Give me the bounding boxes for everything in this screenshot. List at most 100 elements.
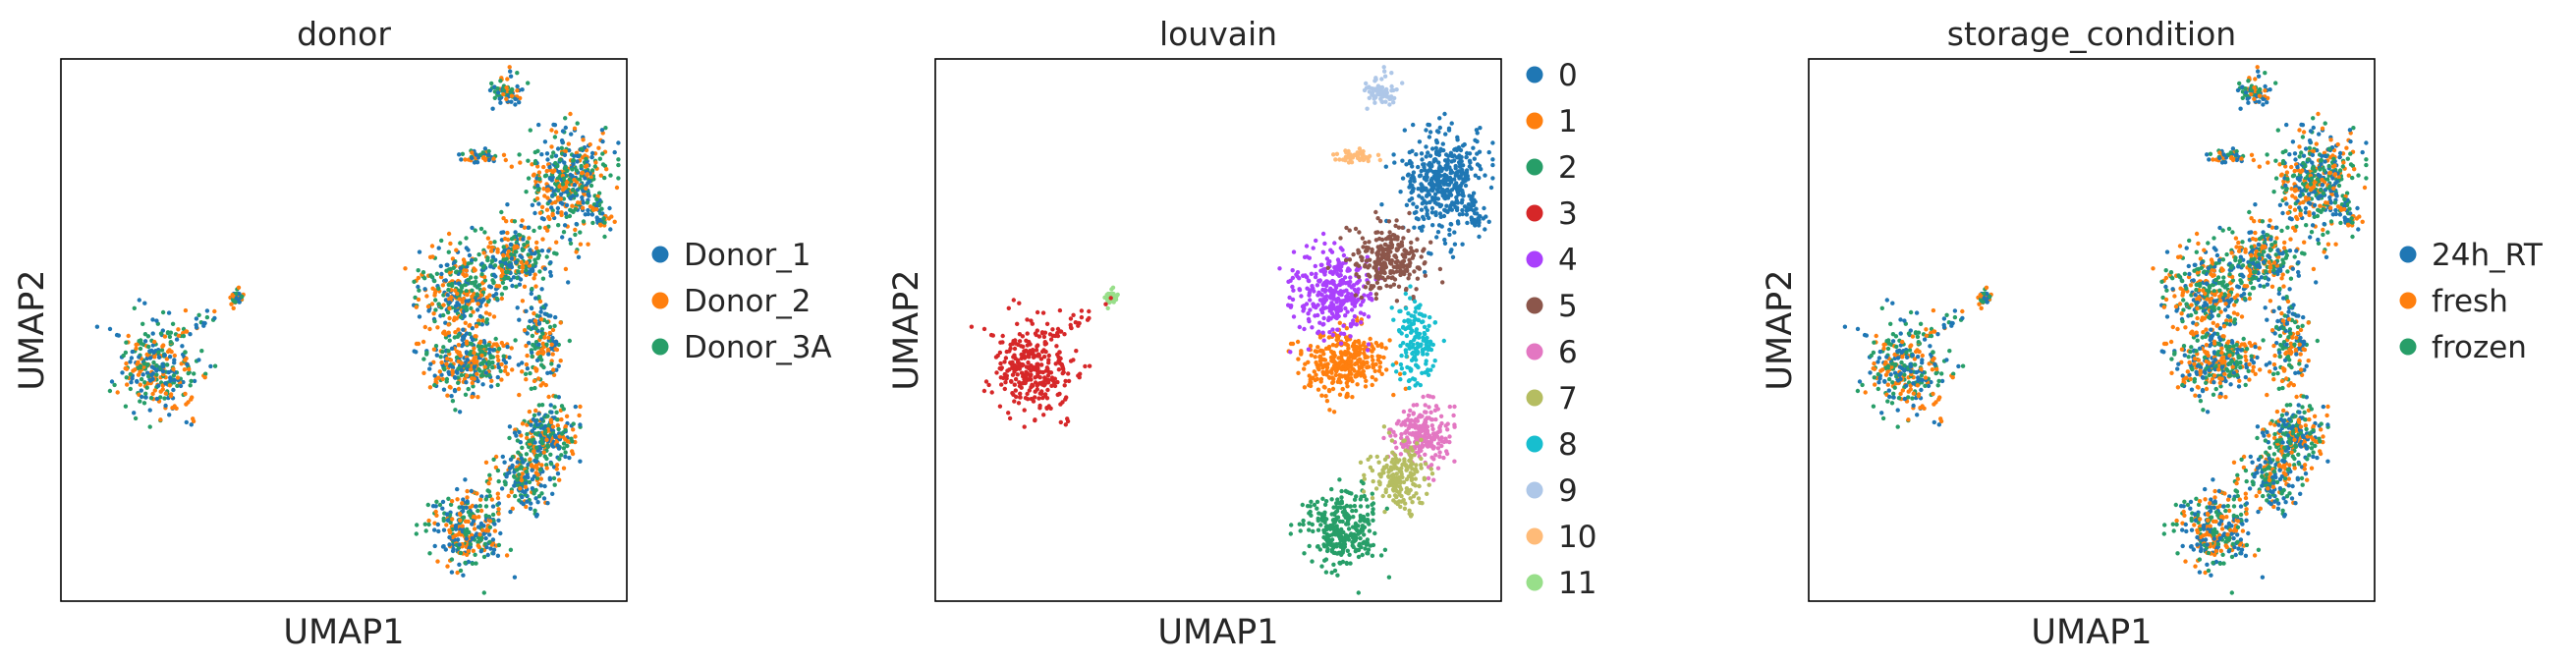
scatter-point <box>1332 518 1337 523</box>
scatter-point <box>549 462 554 467</box>
scatter-point <box>123 350 129 356</box>
scatter-point <box>518 277 524 282</box>
scatter-point <box>1370 354 1374 360</box>
scatter-point <box>128 360 133 364</box>
scatter-point <box>553 394 558 399</box>
scatter-point <box>1333 367 1338 372</box>
scatter-point <box>163 381 168 386</box>
scatter-point <box>1447 232 1452 238</box>
scatter-point <box>1419 466 1424 470</box>
scatter-point <box>1344 294 1349 299</box>
scatter-point <box>470 394 475 400</box>
scatter-point <box>476 515 481 520</box>
scatter-point <box>1338 246 1344 250</box>
scatter-point <box>459 367 464 372</box>
scatter-point <box>138 382 142 387</box>
scatter-point <box>446 287 451 293</box>
scatter-point <box>464 289 469 294</box>
scatter-point <box>1373 377 1378 382</box>
scatter-point <box>1386 235 1391 240</box>
scatter-point <box>1474 128 1480 133</box>
scatter-point <box>518 253 523 258</box>
scatter-point <box>1349 359 1354 364</box>
scatter-point <box>1316 387 1321 392</box>
scatter-point <box>421 357 426 361</box>
scatter-point <box>542 483 547 489</box>
scatter-point <box>1431 457 1436 462</box>
scatter-point <box>507 263 512 268</box>
scatter-point <box>533 296 538 301</box>
scatter-point <box>1307 278 1312 284</box>
scatter-point <box>1029 363 1034 368</box>
scatter-point <box>532 413 537 417</box>
scatter-point <box>441 387 447 392</box>
scatter-point <box>482 278 488 283</box>
scatter-point <box>1019 385 1024 390</box>
scatter-point <box>1290 284 1295 290</box>
scatter-point <box>464 268 469 273</box>
scatter-point <box>154 368 159 373</box>
scatter-point <box>1087 363 1092 368</box>
scatter-point <box>1035 364 1040 369</box>
scatter-point <box>416 275 421 281</box>
scatter-point <box>1347 355 1353 360</box>
scatter-point <box>107 388 113 394</box>
scatter-point <box>1371 478 1375 484</box>
scatter-point <box>1416 425 1421 431</box>
scatter-point <box>1394 421 1400 426</box>
scatter-point <box>536 412 541 416</box>
scatter-point <box>1373 209 1378 215</box>
scatter-point <box>1332 568 1338 574</box>
scatter-point <box>432 318 437 324</box>
scatter-point <box>429 302 435 306</box>
scatter-point <box>507 470 512 475</box>
scatter-point <box>1031 355 1036 360</box>
scatter-point <box>561 446 567 451</box>
scatter-point <box>532 149 537 155</box>
scatter-point <box>498 79 503 83</box>
scatter-point <box>1330 386 1336 392</box>
scatter-point <box>454 355 460 360</box>
scatter-point <box>554 410 559 415</box>
scatter-point <box>524 263 529 269</box>
scatter-point <box>589 154 594 160</box>
scatter-point <box>438 263 443 269</box>
scatter-point <box>158 331 164 336</box>
scatter-point <box>1394 218 1399 223</box>
scatter-point <box>1343 281 1349 286</box>
scatter-point <box>1414 204 1420 209</box>
scatter-point <box>192 378 197 384</box>
scatter-point <box>470 225 475 231</box>
scatter-point <box>548 432 553 437</box>
scatter-point <box>461 497 466 502</box>
scatter-point <box>468 513 473 518</box>
scatter-point <box>1353 373 1359 378</box>
scatter-point <box>540 441 545 446</box>
scatter-point <box>564 414 570 418</box>
scatter-point <box>508 547 514 552</box>
scatter-point <box>1323 394 1328 399</box>
scatter-point <box>443 298 449 303</box>
scatter-point <box>1363 249 1369 253</box>
scatter-point <box>1464 212 1470 217</box>
scatter-point <box>535 351 540 357</box>
scatter-point <box>1404 486 1410 491</box>
scatter-point <box>1420 228 1425 233</box>
scatter-point <box>448 385 453 390</box>
scatter-point <box>520 248 526 252</box>
scatter-point <box>447 338 452 343</box>
scatter-point <box>128 371 133 377</box>
scatter-point <box>561 407 566 412</box>
scatter-point <box>506 249 511 254</box>
scatter-point <box>1424 462 1428 467</box>
scatter-point <box>443 320 448 325</box>
scatter-point <box>1424 128 1428 133</box>
scatter-point <box>456 303 462 307</box>
scatter-point <box>551 122 556 128</box>
scatter-point <box>1381 355 1386 360</box>
scatter-point <box>479 272 484 277</box>
scatter-point <box>981 326 987 332</box>
scatter-point <box>1320 249 1326 254</box>
